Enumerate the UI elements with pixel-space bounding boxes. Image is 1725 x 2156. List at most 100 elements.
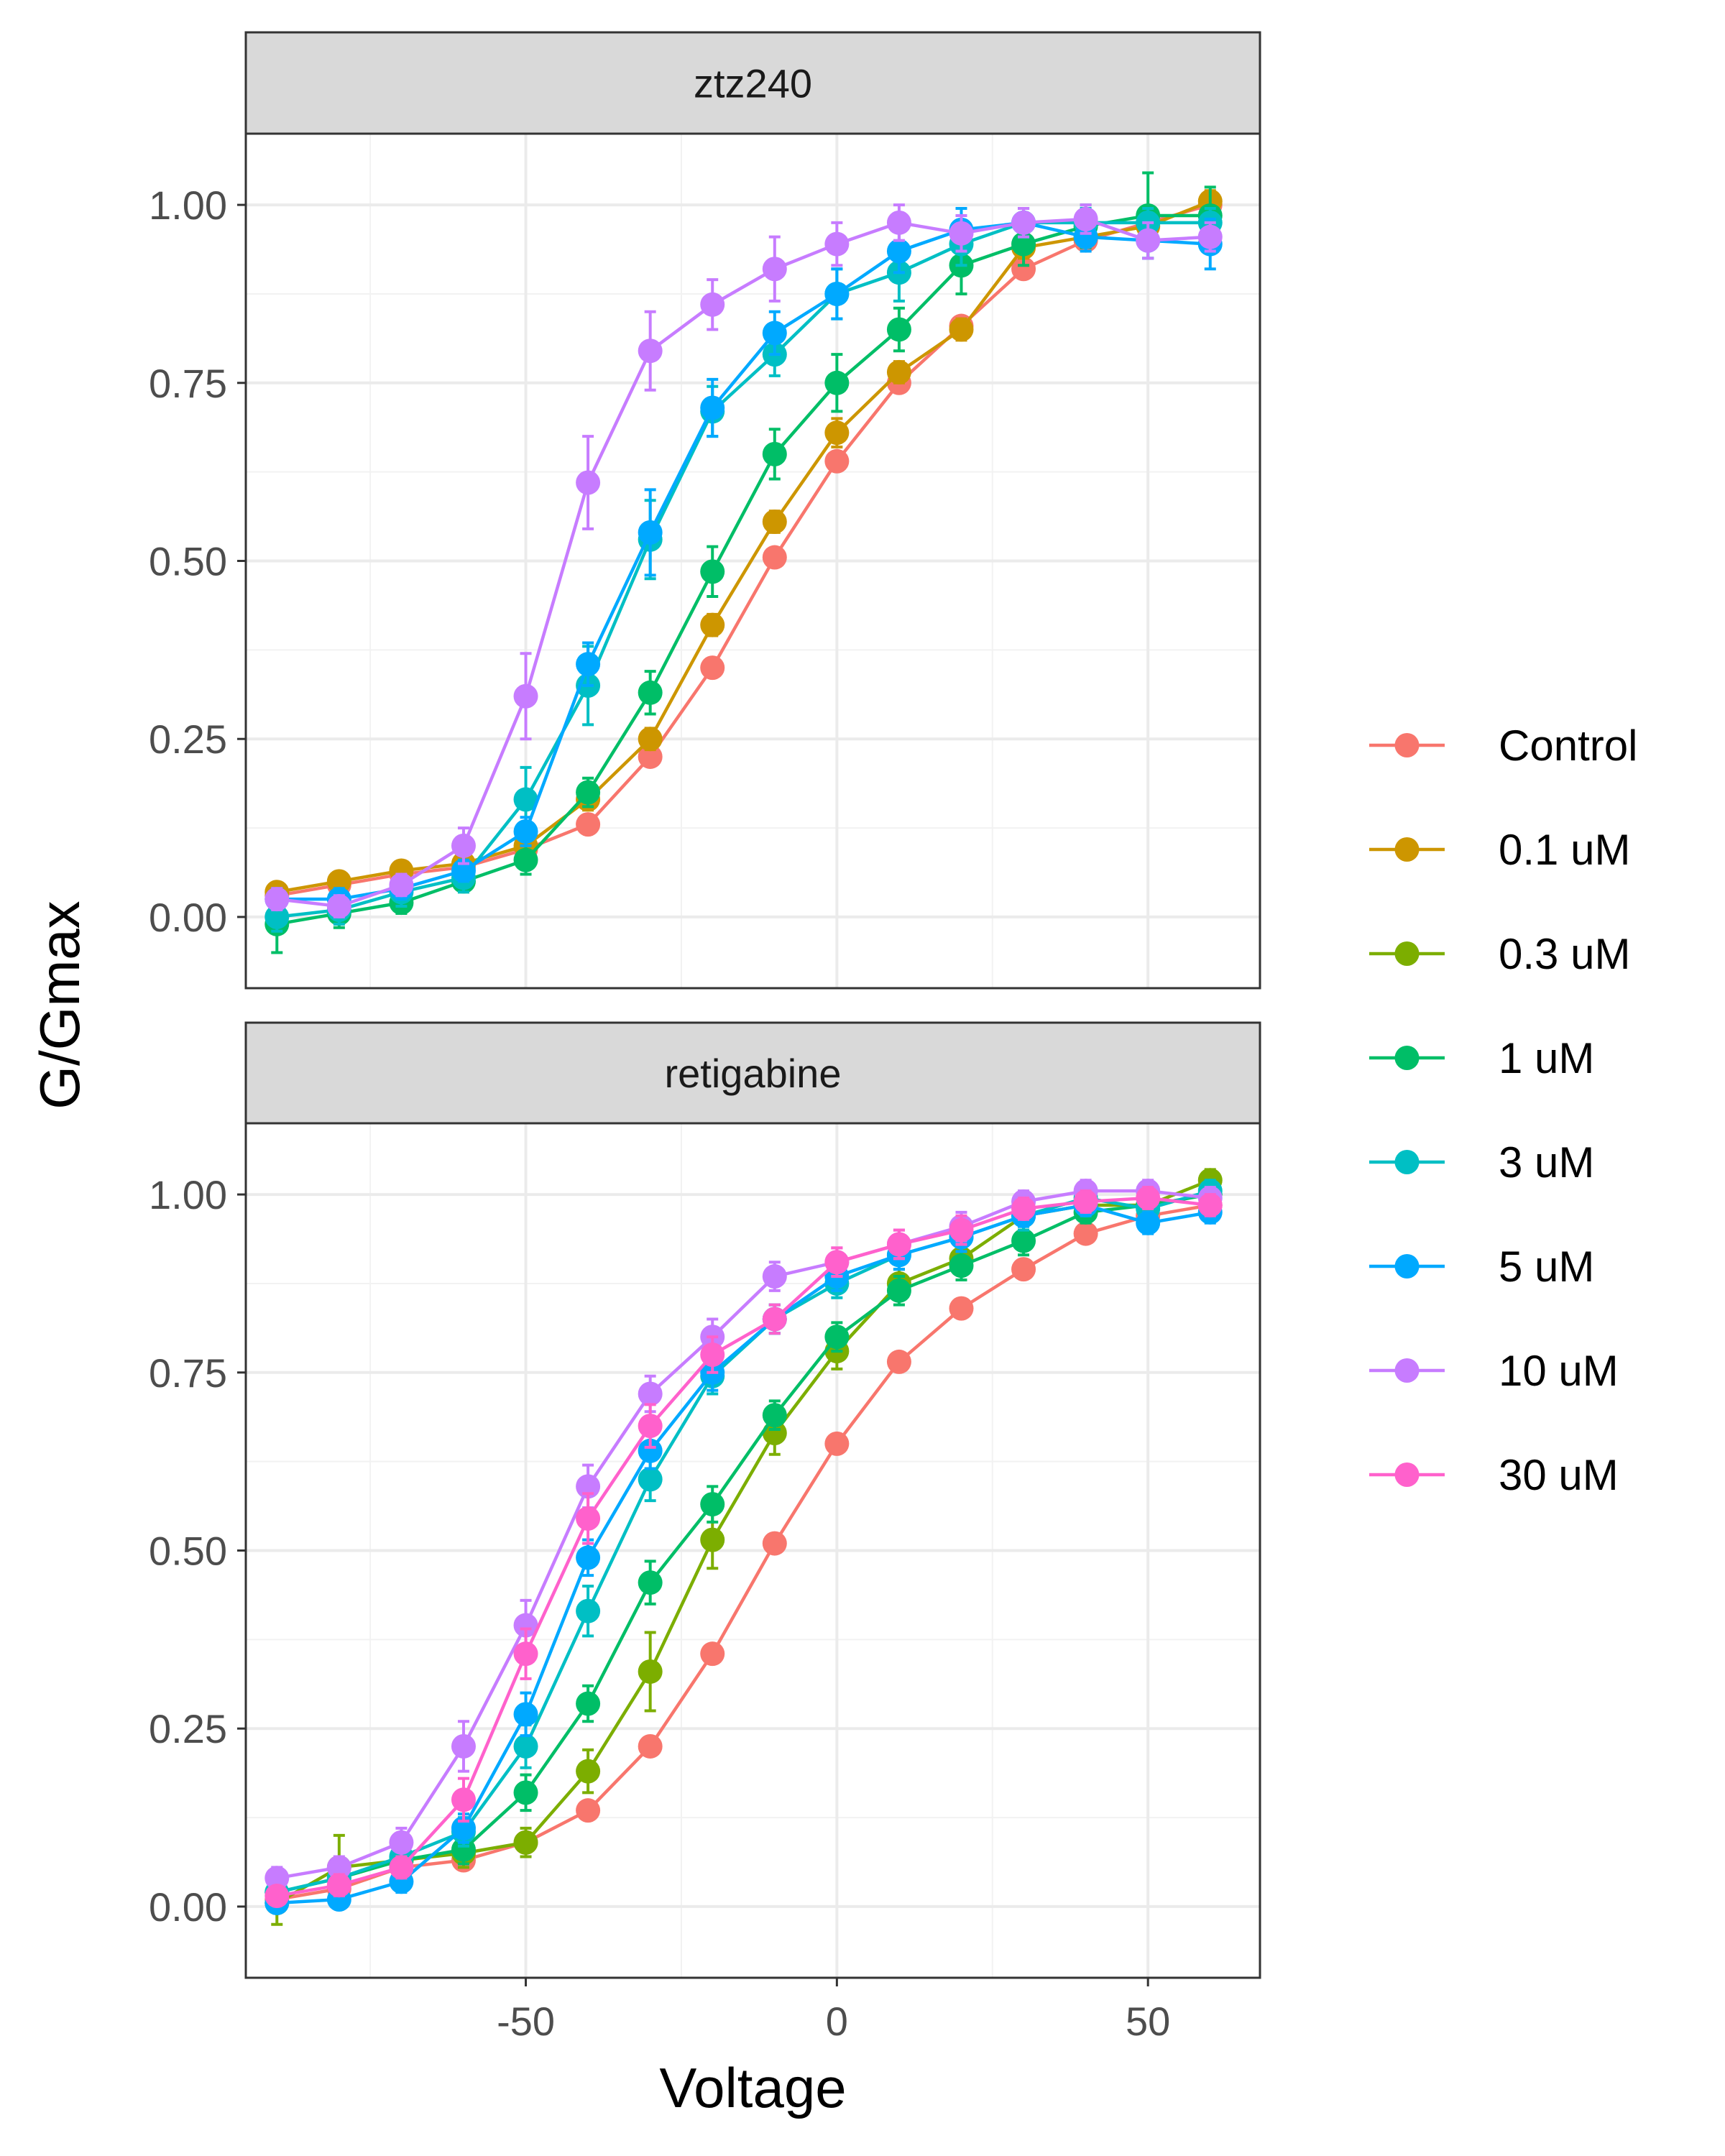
data-point	[824, 1431, 850, 1456]
y-tick-label: 1.00	[149, 183, 227, 228]
data-point	[762, 1421, 787, 1446]
data-point	[513, 819, 538, 844]
data-point	[451, 1837, 476, 1862]
legend-key-point	[1394, 1046, 1420, 1070]
data-point	[700, 395, 725, 420]
data-point	[638, 1438, 663, 1463]
data-point	[1136, 228, 1161, 253]
data-point	[638, 338, 663, 364]
x-tick-label: 0	[826, 1999, 848, 2044]
data-point	[762, 1307, 787, 1332]
legend-item: 0.3 uM	[1369, 930, 1630, 978]
data-point	[513, 1613, 538, 1638]
series-line	[277, 221, 1210, 901]
strip-label: ztz240	[694, 61, 812, 106]
data-point	[638, 1467, 663, 1492]
legend-label: 10 uM	[1499, 1347, 1619, 1395]
y-tick-label: 0.00	[149, 895, 227, 940]
legend-key-point	[1394, 1358, 1420, 1383]
series-10-uM	[264, 203, 1223, 919]
data-point	[513, 1641, 538, 1667]
legend-key-point	[1394, 1254, 1420, 1279]
series-line	[276, 1189, 1211, 1880]
data-point	[264, 904, 290, 929]
series-line	[277, 217, 1210, 908]
data-point	[326, 1855, 351, 1880]
legend-item: 1 uM	[1369, 1034, 1594, 1082]
data-point	[1197, 224, 1223, 249]
data-point	[638, 1659, 663, 1684]
data-point	[451, 833, 476, 858]
legend-label: 30 uM	[1499, 1451, 1619, 1499]
data-point	[886, 239, 911, 264]
series-line	[276, 203, 1211, 898]
data-point	[700, 1527, 725, 1552]
data-point	[700, 292, 725, 317]
data-point	[824, 231, 850, 257]
data-point	[1073, 206, 1098, 231]
data-point	[1011, 1257, 1036, 1282]
data-point	[762, 1531, 787, 1556]
data-point	[762, 545, 787, 570]
data-point	[638, 1381, 663, 1406]
data-point	[451, 858, 476, 883]
data-point	[389, 1830, 414, 1855]
data-point	[1197, 1192, 1223, 1217]
series-line	[276, 213, 1210, 926]
data-point	[824, 1325, 850, 1350]
data-point	[638, 1414, 663, 1439]
legend-label: 1 uM	[1499, 1034, 1594, 1082]
data-point	[949, 317, 974, 342]
data-point	[949, 221, 974, 246]
data-point	[576, 1506, 601, 1531]
x-axis-title: Voltage	[659, 2056, 846, 2119]
data-point	[389, 1855, 414, 1880]
data-point	[886, 1278, 911, 1303]
legend-label: Control	[1499, 722, 1637, 770]
series-30-uM	[264, 1186, 1223, 1909]
panel-1: retigabine 0.00 0.25 0.50 0.75 1.00 -50 0 50	[149, 1021, 1261, 2044]
data-point	[576, 1598, 601, 1623]
y-tick-label: 1.00	[149, 1172, 227, 1217]
y-tick-label: 0.50	[149, 539, 227, 584]
data-point	[326, 1873, 351, 1898]
data-point	[824, 1250, 850, 1275]
legend-label: 0.1 uM	[1499, 826, 1630, 874]
strip-background	[244, 31, 1261, 135]
data-point	[1073, 224, 1098, 249]
data-point	[638, 520, 663, 545]
data-point	[700, 612, 725, 637]
series-line	[277, 221, 1210, 919]
data-point	[576, 1545, 601, 1570]
data-point	[949, 1217, 974, 1243]
panel-0: ztz240 0.00 0.25 0.50 0.75 1.00	[149, 31, 1261, 990]
data-point	[700, 1342, 725, 1368]
legend-key-point	[1394, 733, 1420, 757]
legend-item: 0.1 uM	[1369, 826, 1630, 874]
legend-label: 0.3 uM	[1499, 930, 1630, 978]
y-tick-label: 0.00	[149, 1884, 227, 1930]
legend-key-point	[1394, 837, 1420, 862]
data-point	[886, 210, 911, 235]
data-point	[1136, 1186, 1161, 1211]
data-point	[451, 1787, 476, 1812]
data-point	[1011, 1196, 1036, 1221]
data-point	[576, 1691, 601, 1716]
data-point	[326, 869, 351, 894]
y-tick-label: 0.25	[149, 717, 227, 762]
data-point	[513, 847, 538, 872]
strip-label: retigabine	[665, 1051, 842, 1096]
legend-label: 3 uM	[1499, 1138, 1594, 1187]
data-point	[326, 894, 351, 919]
data-point	[886, 317, 911, 342]
data-point	[700, 1641, 725, 1667]
data-point	[576, 780, 601, 805]
data-point	[513, 683, 538, 709]
data-point	[762, 257, 787, 282]
x-tick-label: 50	[1126, 1999, 1170, 2044]
data-point	[638, 1733, 663, 1759]
data-point	[886, 359, 911, 384]
series-line	[277, 1203, 1211, 1905]
data-point	[451, 1733, 476, 1759]
